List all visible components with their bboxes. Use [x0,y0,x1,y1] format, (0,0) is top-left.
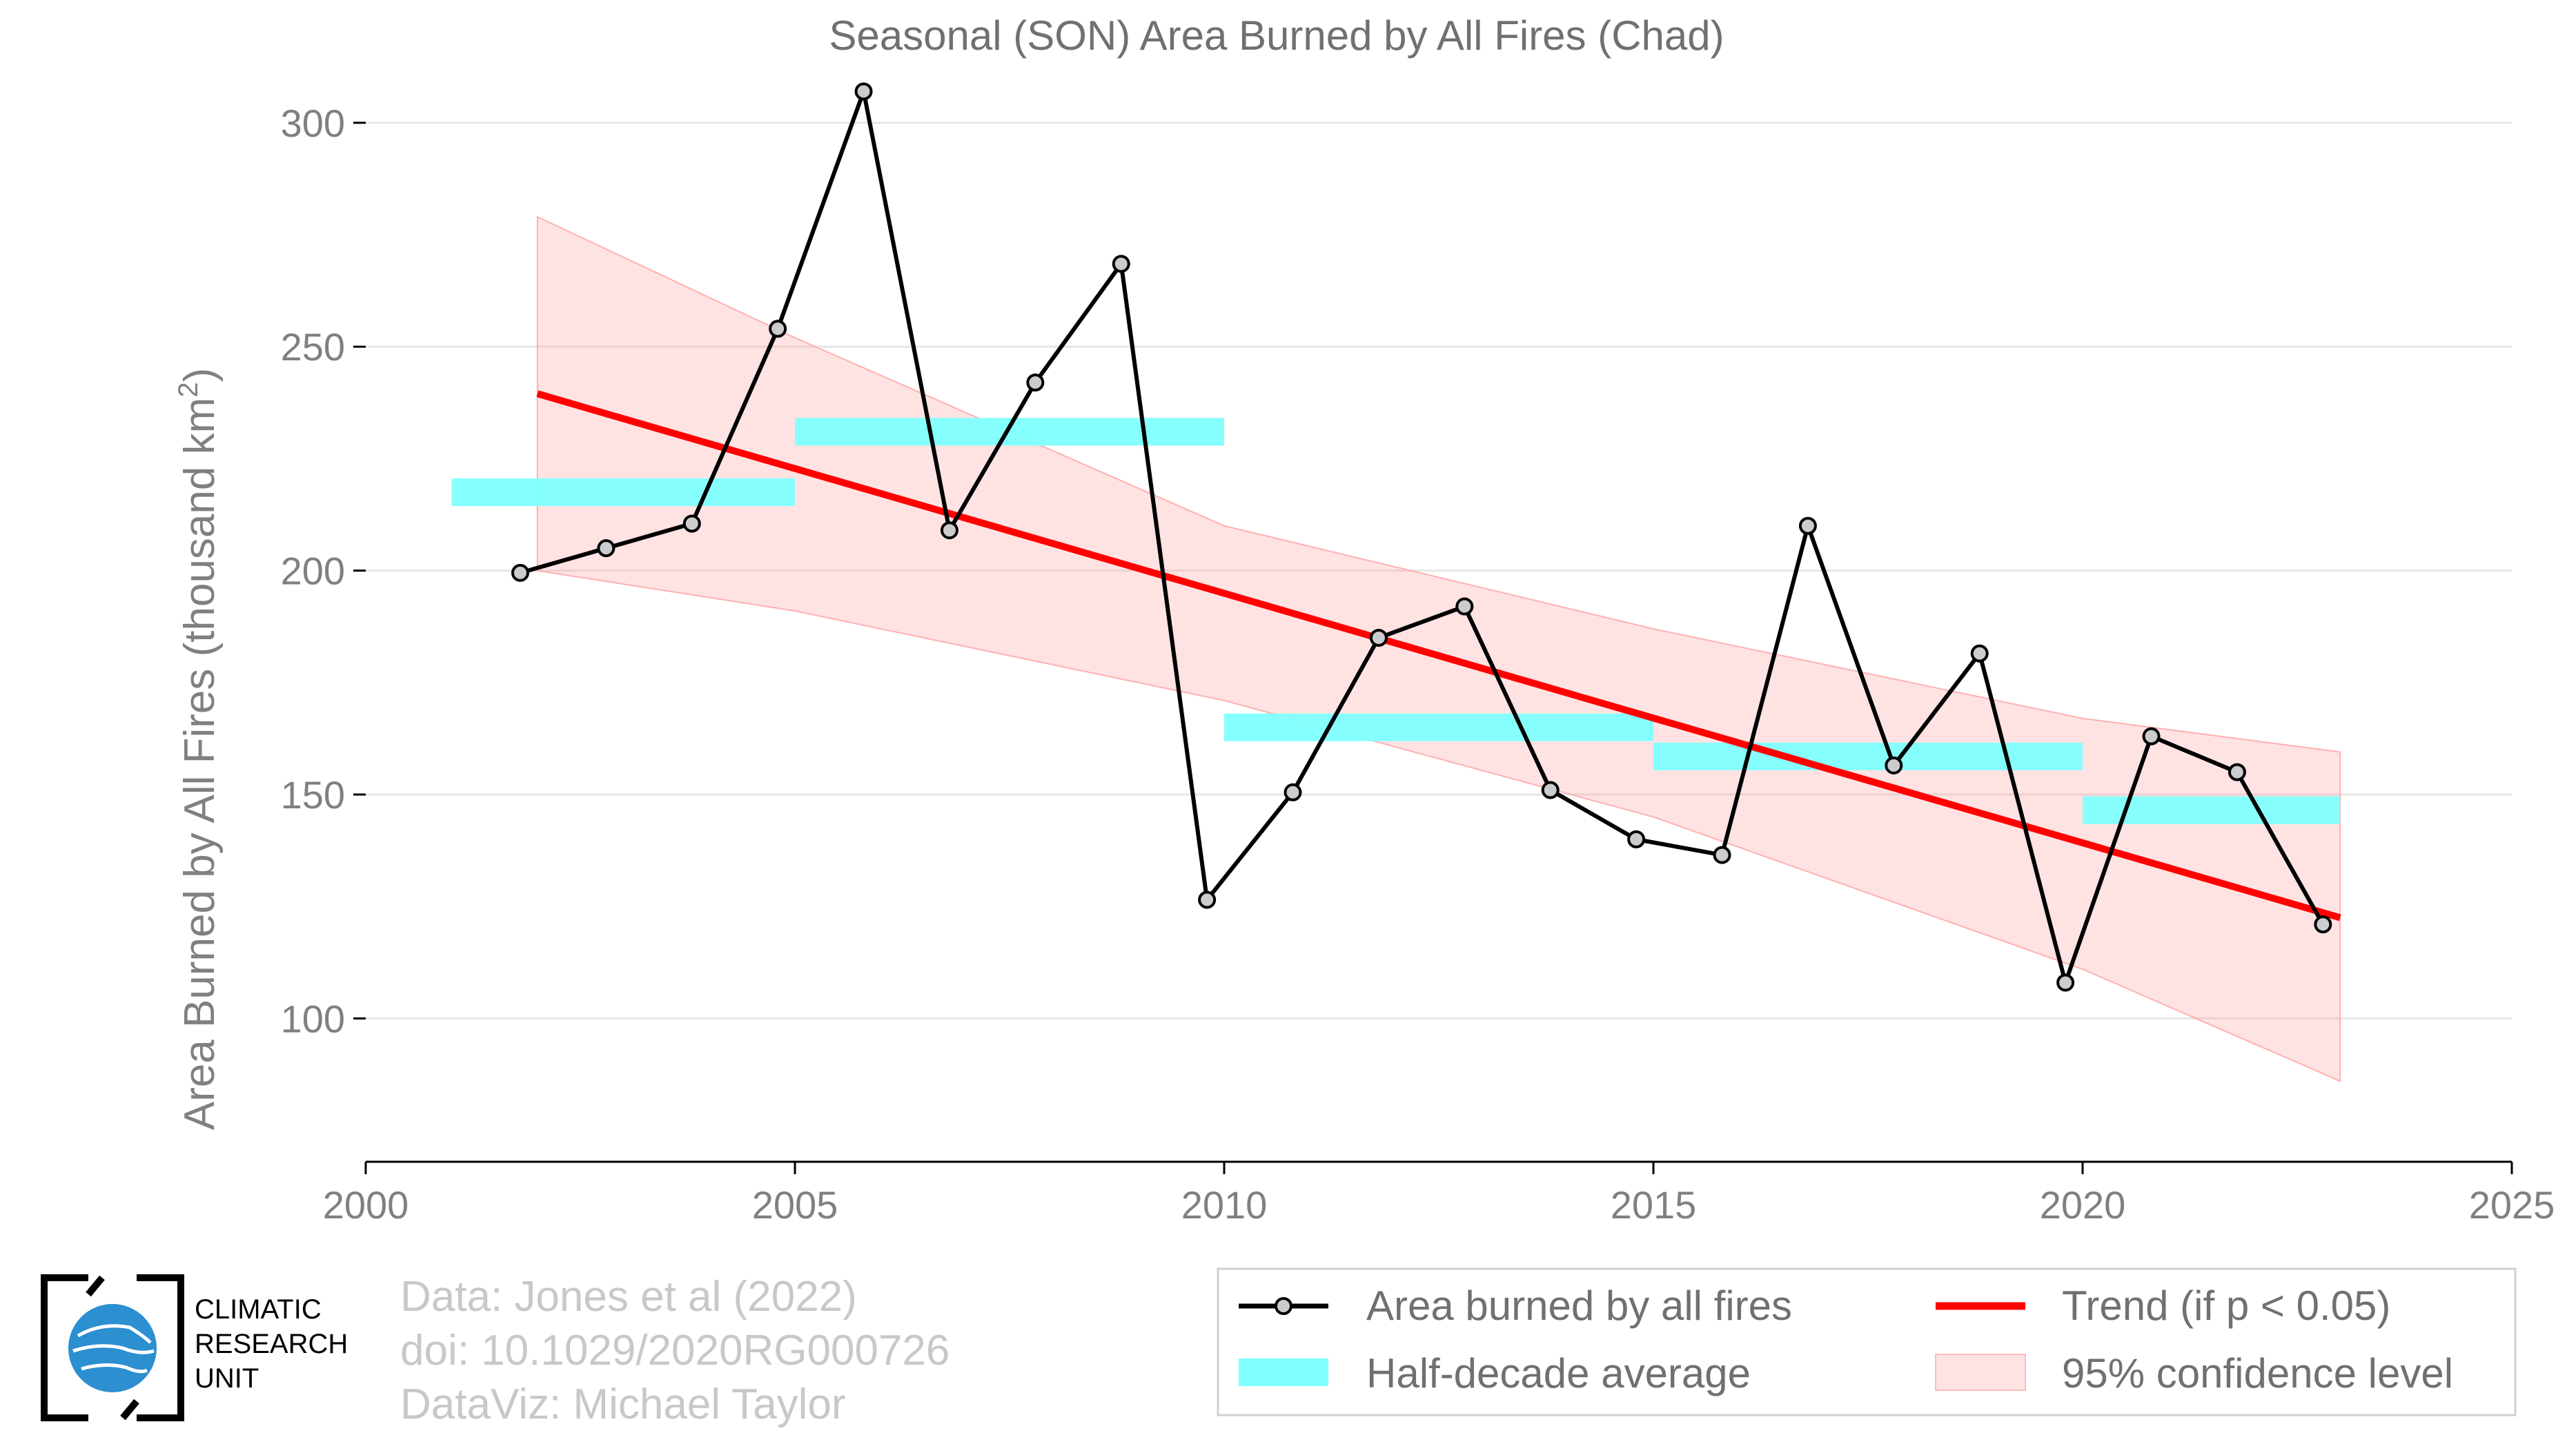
credits-line-2: doi: 10.1029/2020RG000726 [400,1327,950,1374]
data-point [1369,628,1388,647]
x-tick-label: 2000 [323,1183,409,1227]
y-tick-label: 300 [281,101,345,145]
logo-line-3: UNIT [195,1363,259,1394]
data-point [511,563,529,582]
x-tick-label: 2015 [1611,1183,1697,1227]
credits-line-1: Data: Jones et al (2022) [400,1273,857,1321]
axes: 2000 2005 2010 2015 2020 2025 100 150 200 250 300 [281,101,2555,1227]
chart-title: Seasonal (SON) Area Burned by All Fires … [829,12,1724,59]
data-point [1198,890,1217,909]
data-point [769,320,787,338]
globe-icon [41,1274,184,1421]
data-point [1541,781,1560,799]
legend-box [1217,1267,2517,1416]
y-tick-label: 250 [281,325,345,369]
legend-series-label: Area burned by all fires [1366,1283,1792,1329]
y-axis-label-main: Area Burned by All Fires (thousand km [176,398,224,1130]
half-decade-bar [1653,742,2083,770]
data-point [2228,763,2246,781]
data-point [854,82,873,101]
grid-lines [366,121,2512,1020]
data-point [2142,727,2161,746]
data-point [1112,255,1130,273]
data-point [940,521,958,540]
y-axis-label-sup: 2 [173,382,204,398]
legend-trend-label: Trend (if p < 0.05) [2062,1283,2390,1329]
series-group [511,82,2332,992]
half-decade-bar [1224,713,1653,741]
data-point [1455,597,1474,616]
cru-logo [40,1274,185,1422]
legend-half-decade-label: Half-decade average [1366,1350,1751,1396]
legend-confidence-swatch [1935,1354,2026,1391]
trend-line-group [536,390,2341,922]
y-tick-label: 100 [281,997,345,1040]
x-tick-label: 2005 [752,1183,838,1227]
logo-text: CLIMATIC RESEARCH UNIT [195,1292,348,1396]
half-decade-bar [451,478,795,507]
logo-line-1: CLIMATIC [195,1294,322,1325]
y-axis-label: Area Burned by All Fires (thousand km2) [173,368,224,1130]
data-point [597,539,616,558]
data-point [1284,783,1302,801]
legend-series-marker [1275,1297,1292,1315]
data-point [2056,973,2075,992]
credits: Data: Jones et al (2022) doi: 10.1029/20… [400,1270,950,1432]
x-tick-label: 2020 [2040,1183,2126,1227]
data-point [1026,373,1045,392]
data-point [1627,830,1646,848]
data-point [1798,516,1817,535]
y-tick-label: 150 [281,773,345,817]
legend-half-decade-swatch [1239,1359,1328,1386]
half-decade-bar [795,418,1224,446]
legend-confidence-label: 95% confidence level [2062,1350,2453,1396]
data-point [2314,915,2332,934]
half-decade-bars [451,418,2341,824]
legend: Area burned by all fires Half-decade ave… [1217,1267,2517,1416]
data-point [1885,756,1903,775]
x-tick-label: 2025 [2469,1183,2555,1227]
credits-line-3: DataViz: Michael Taylor [400,1381,846,1428]
trend-line [536,390,2341,922]
logo-line-2: RESEARCH [195,1329,348,1359]
y-axis-label-tail: ) [176,368,224,382]
x-tick-label: 2010 [1181,1183,1268,1227]
data-point [1970,644,1989,663]
data-point [1713,846,1731,864]
series-line [520,89,2325,985]
data-point [682,514,701,533]
y-tick-label: 200 [281,549,345,593]
